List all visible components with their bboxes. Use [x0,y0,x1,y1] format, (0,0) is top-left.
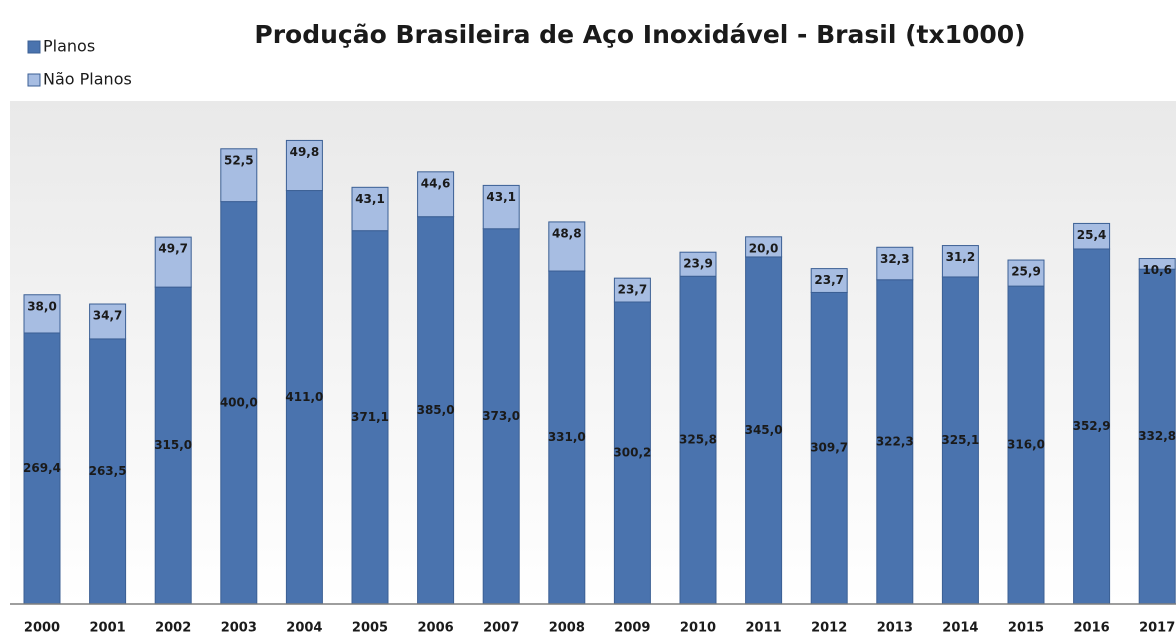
data-label: 325,1 [941,433,979,447]
data-label: 43,1 [486,190,516,204]
bar-segment [89,303,127,340]
bar-segment [679,251,717,277]
bar-segment [548,221,586,272]
bar-segment [876,246,914,281]
x-tick-label: 2007 [483,621,519,636]
x-tick-label: 2011 [746,621,782,636]
bar-segment [941,245,979,278]
x-tick-label: 2000 [24,621,60,636]
data-label: 331,0 [548,430,586,444]
bar-segment [220,201,258,605]
bar-segment [876,279,914,605]
data-label: 373,0 [482,409,520,423]
bar-segment [1007,285,1045,605]
bar-segment [417,171,455,218]
legend-label: Planos [43,37,95,56]
data-label: 23,9 [683,257,713,271]
x-tick-label: 2002 [155,621,191,636]
x-tick-label: 2009 [614,621,650,636]
data-label: 25,4 [1077,228,1107,242]
bar-segment [154,236,192,288]
data-label: 38,0 [27,299,57,313]
data-label: 300,2 [613,445,651,459]
data-label: 49,8 [290,145,320,159]
bar-segment [810,268,848,293]
x-tick-label: 2004 [286,621,322,636]
x-tick-label: 2013 [877,621,913,636]
data-label: 371,1 [351,410,389,424]
bar-segment [810,291,848,605]
plot-background [10,101,1176,604]
x-tick-label: 2008 [549,621,585,636]
bar-segment [351,186,389,232]
data-label: 32,3 [880,252,910,266]
data-label: 49,7 [158,242,188,256]
data-label: 309,7 [810,441,848,455]
bar-segment [745,236,783,258]
x-tick-label: 2005 [352,621,388,636]
bar-segment [1138,268,1176,605]
bar-segment [1007,259,1045,287]
bar-segment [613,301,651,605]
bar-segment [482,228,520,605]
data-label: 400,0 [220,395,258,409]
bar-segment [941,276,979,605]
x-tick-label: 2010 [680,621,716,636]
legend-swatch [27,73,41,87]
data-label: 263,5 [89,464,127,478]
bar-segment [745,256,783,605]
data-label: 332,8 [1138,429,1176,443]
data-label: 385,0 [417,403,455,417]
data-label: 316,0 [1007,438,1045,452]
data-label: 31,2 [946,250,976,264]
data-label: 352,9 [1073,419,1111,433]
x-tick-label: 2001 [90,621,126,636]
legend-swatch [27,40,41,54]
x-tick-label: 2015 [1008,621,1044,636]
data-label: 52,5 [224,153,254,167]
bar-segment [548,270,586,605]
bar-segment [220,148,258,203]
bar-segment [613,277,651,303]
data-label: 23,7 [618,283,648,297]
bar-segment [679,275,717,605]
bar-segment [482,184,520,230]
data-label: 10,6 [1142,263,1172,277]
data-label: 315,0 [154,438,192,452]
bar-segment [417,216,455,605]
bar-segment [23,332,61,605]
data-label: 23,7 [814,273,844,287]
data-label: 34,7 [93,309,123,323]
bar-segment [89,338,127,605]
data-label: 325,8 [679,433,717,447]
data-label: 48,8 [552,226,582,240]
x-tick-label: 2014 [942,621,978,636]
x-tick-label: 2016 [1074,621,1110,636]
data-label: 322,3 [876,434,914,448]
data-label: 411,0 [285,390,323,404]
bar-segment [285,190,323,605]
data-label: 43,1 [355,192,385,206]
data-label: 25,9 [1011,265,1041,279]
x-tick-label: 2012 [811,621,847,636]
x-tick-label: 2003 [221,621,257,636]
data-label: 44,6 [421,176,451,190]
bar-segment [285,139,323,192]
chart-title: Produção Brasileira de Aço Inoxidável - … [254,20,1025,49]
x-tick-label: 2006 [418,621,454,636]
bar-segment [1073,222,1111,250]
bar-segment [1138,258,1176,270]
x-tick-label: 2017 [1139,621,1175,636]
legend-label: Não Planos [43,70,132,89]
data-label: 345,0 [745,423,783,437]
data-label: 20,0 [749,241,779,255]
bar-segment [23,294,61,334]
data-label: 269,4 [23,461,61,475]
